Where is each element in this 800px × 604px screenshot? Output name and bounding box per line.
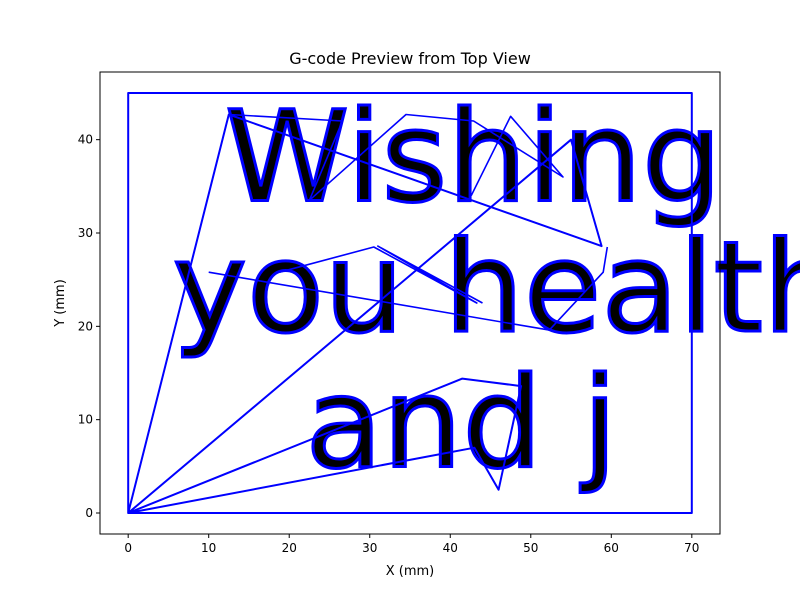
y-tick-label: 30: [78, 226, 93, 240]
y-tick-label: 0: [85, 506, 93, 520]
toolpath-line-1: [228, 113, 564, 202]
y-axis-label: Y (mm): [53, 279, 68, 328]
x-tick-label: 20: [282, 541, 297, 555]
x-tick-label: 50: [523, 541, 538, 555]
axes-frame: [99, 71, 721, 535]
toolpath-line-2: [208, 246, 609, 331]
gcode-text-1: you health: [172, 214, 800, 361]
x-tick-label: 40: [443, 541, 458, 555]
gcode-text-2: and j: [305, 349, 617, 496]
gcode-text-0: Wishing: [225, 83, 722, 230]
y-tick-label: 20: [78, 319, 93, 333]
y-tick-label: 40: [78, 133, 93, 147]
x-tick-label: 30: [362, 541, 377, 555]
x-tick-label: 60: [604, 541, 619, 555]
toolpath-line-0: [127, 92, 693, 514]
toolpath-line-3: [279, 245, 483, 304]
x-tick-label: 0: [124, 541, 132, 555]
x-axis-label: X (mm): [386, 564, 435, 579]
x-ticks: 0 10 20 30 40 50 60 70: [124, 534, 699, 555]
y-tick-label: 10: [78, 413, 93, 427]
chart-title: G-code Preview from Top View: [289, 49, 531, 68]
x-tick-label: 10: [201, 541, 216, 555]
toolpath-layer: [127, 92, 693, 514]
y-ticks: 0 10 20 30 40: [78, 133, 100, 520]
x-tick-label: 70: [684, 541, 699, 555]
